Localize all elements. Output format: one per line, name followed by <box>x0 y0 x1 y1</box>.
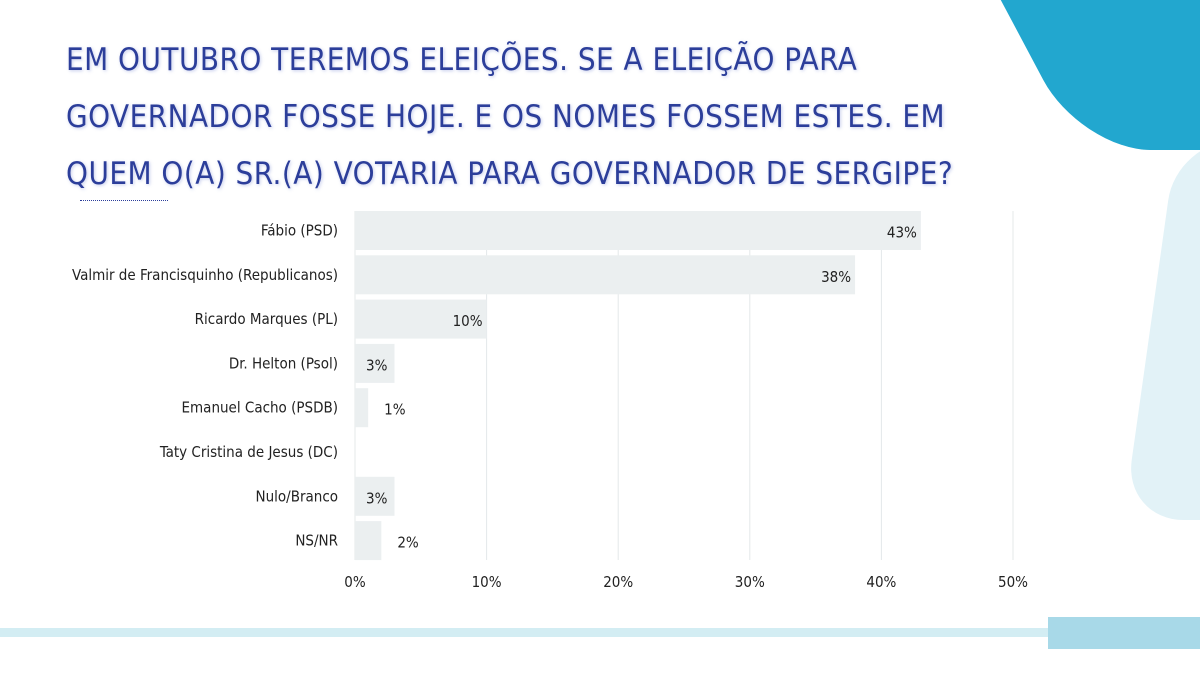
bars <box>355 211 921 561</box>
category-label: Valmir de Francisquinho (Republicanos) <box>72 266 338 284</box>
bar <box>355 211 921 250</box>
bar <box>355 255 856 295</box>
x-tick-label: 20% <box>603 573 633 591</box>
x-axis-ticks: 0% 10% 20% 30% 40% 50% <box>344 573 1028 591</box>
bar <box>355 299 487 339</box>
data-label: 3% <box>366 489 388 507</box>
category-label: Fábio (PSD) <box>261 222 338 240</box>
decorative-bottom-block <box>1048 617 1200 649</box>
title-underline <box>80 200 168 201</box>
category-label: Emanuel Cacho (PSDB) <box>182 399 339 417</box>
category-labels: Fábio (PSD) Valmir de Francisquinho (Repu… <box>72 222 338 550</box>
data-labels: 43% 38% 10% 3% 1% 3% 2% <box>366 224 917 552</box>
category-label: NS/NR <box>295 532 338 550</box>
bar <box>355 476 395 516</box>
data-label: 43% <box>887 224 917 242</box>
data-label: 2% <box>397 534 419 552</box>
x-tick-label: 30% <box>735 573 765 591</box>
category-label: Taty Cristina de Jesus (DC) <box>159 443 338 461</box>
x-tick-label: 40% <box>866 573 896 591</box>
category-label: Dr. Helton (Psol) <box>229 354 338 372</box>
bar <box>355 521 382 561</box>
x-tick-label: 10% <box>472 573 502 591</box>
x-tick-label: 0% <box>344 573 366 591</box>
data-label: 38% <box>821 268 851 286</box>
x-tick-label: 50% <box>998 573 1028 591</box>
bar <box>355 388 369 428</box>
bar <box>355 343 395 383</box>
category-label: Nulo/Branco <box>256 487 339 505</box>
data-label: 1% <box>384 401 406 419</box>
category-label: Ricardo Marques (PL) <box>195 310 338 328</box>
chart-title: Em outubro teremos eleições. Se a eleiçã… <box>66 42 954 192</box>
data-label: 10% <box>453 312 483 330</box>
decorative-bottom-band <box>0 628 1200 637</box>
data-label: 3% <box>366 356 388 374</box>
